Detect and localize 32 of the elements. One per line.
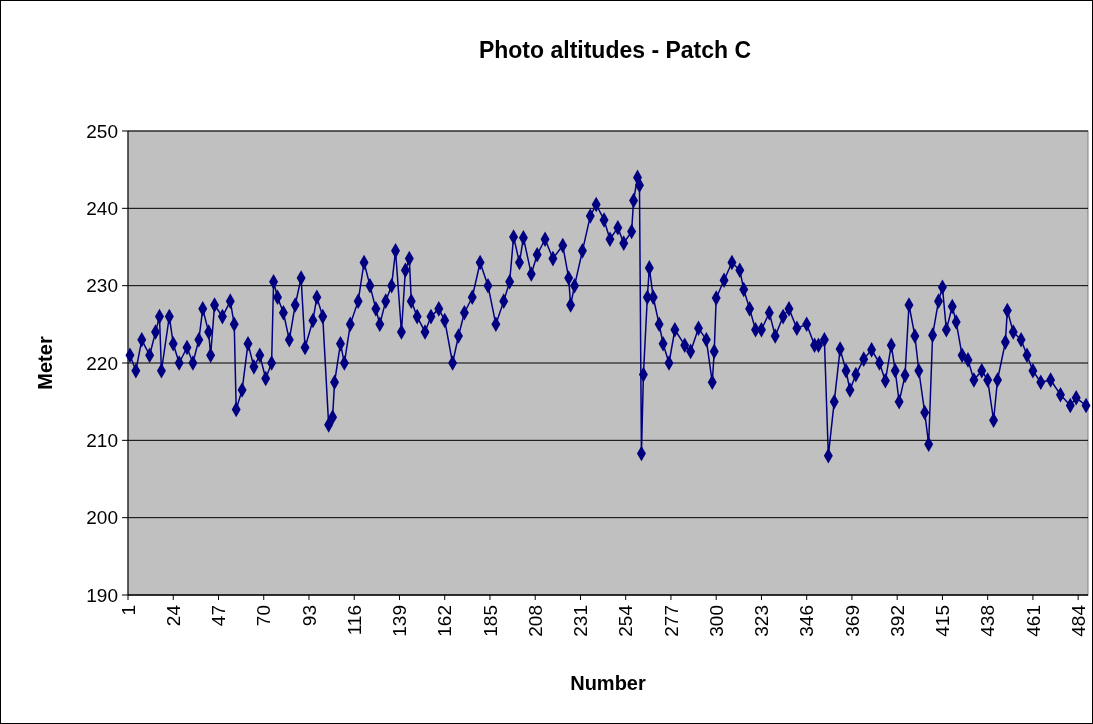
- y-tick-label: 240: [86, 197, 118, 219]
- x-tick-label: 24: [162, 604, 184, 627]
- x-tick-label: 70: [253, 605, 275, 627]
- x-tick-label: 415: [932, 605, 954, 637]
- y-tick-label: 210: [86, 429, 118, 451]
- x-tick-label: 369: [841, 605, 863, 637]
- x-tick-label: 231: [570, 605, 592, 637]
- x-tick-label: 208: [524, 605, 546, 637]
- y-tick-label: 190: [86, 584, 118, 606]
- x-tick-label: 116: [343, 605, 365, 636]
- y-tick-label: 250: [86, 120, 118, 142]
- x-tick-label: 254: [615, 604, 637, 637]
- x-tick-label: 346: [796, 605, 818, 637]
- x-tick-label: 185: [479, 605, 501, 637]
- x-tick-label: 300: [705, 605, 727, 637]
- chart-title: Photo altitudes - Patch C: [478, 37, 752, 63]
- x-tick-label: 277: [660, 605, 682, 637]
- x-tick-label: 93: [298, 605, 320, 627]
- x-tick-label: 484: [1067, 604, 1089, 637]
- x-tick-label: 47: [208, 605, 230, 627]
- x-tick-label: 139: [389, 605, 411, 637]
- y-tick-label: 200: [86, 507, 118, 529]
- x-tick-label: 461: [1022, 605, 1044, 637]
- x-tick-label: 323: [751, 605, 773, 637]
- x-tick-label: 162: [434, 605, 456, 637]
- y-axis-title: Meter: [34, 336, 56, 390]
- y-tick-label: 230: [86, 275, 118, 297]
- x-tick-label: 1: [117, 605, 139, 616]
- x-tick-label: 392: [886, 605, 908, 637]
- x-axis-title: Number: [570, 672, 646, 694]
- x-tick-label: 438: [977, 605, 999, 637]
- y-tick-label: 220: [86, 352, 118, 374]
